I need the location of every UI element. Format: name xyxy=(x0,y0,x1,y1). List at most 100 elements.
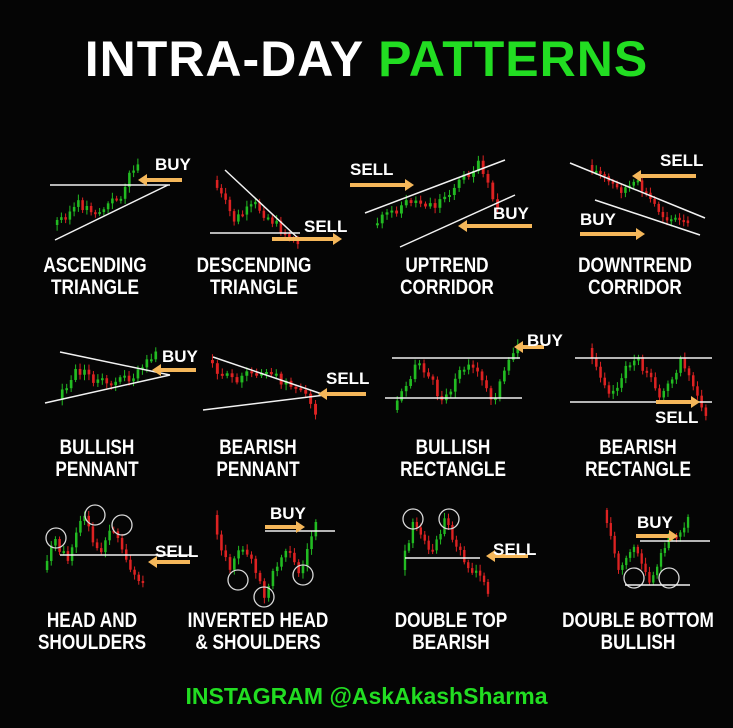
candle-body xyxy=(95,542,99,549)
label-line: BULLISH xyxy=(600,631,676,654)
candle-body xyxy=(45,560,49,570)
candle-body xyxy=(309,393,313,404)
highlight-circle xyxy=(658,567,680,589)
candle-body xyxy=(632,546,636,553)
label-line: CORRIDOR xyxy=(400,276,494,299)
label-double-bottom: DOUBLE BOTTOM BULLISH xyxy=(562,610,714,654)
candle-body xyxy=(228,557,232,570)
candle-body xyxy=(628,552,632,558)
highlight-circle xyxy=(84,504,106,526)
candle-body xyxy=(620,187,623,193)
candle-body xyxy=(481,160,485,174)
candle-body xyxy=(267,586,270,598)
candle-body xyxy=(485,380,488,389)
trend-line xyxy=(224,169,301,241)
candle-body xyxy=(471,364,475,368)
candle-body xyxy=(457,179,461,188)
candle-body xyxy=(616,387,619,391)
candle-body xyxy=(455,539,458,547)
candle-body xyxy=(628,365,632,368)
candle-body xyxy=(224,193,227,200)
candle-body xyxy=(704,407,708,416)
candle-body xyxy=(100,378,104,381)
candle-body xyxy=(683,357,687,369)
page-title: INTRA-DAY PATTERNS xyxy=(0,30,733,88)
candle-body xyxy=(615,183,619,188)
candle-body xyxy=(462,174,466,180)
candle-body xyxy=(271,217,274,224)
candle-body xyxy=(301,565,305,574)
label-line: ASCENDING xyxy=(43,254,147,277)
candle-body xyxy=(687,368,691,376)
candle-body xyxy=(658,388,661,398)
candle-body xyxy=(228,199,232,212)
candle-body xyxy=(427,540,430,550)
candle-body xyxy=(458,370,462,379)
candle-body xyxy=(380,214,384,224)
candle-body xyxy=(94,212,97,215)
signal-arrow-head xyxy=(669,530,678,542)
candle-body xyxy=(419,527,422,535)
candle-body xyxy=(305,549,309,566)
candle-body xyxy=(284,380,288,385)
trend-line xyxy=(212,356,326,396)
candle-body xyxy=(595,170,598,173)
signal-tag: SELL xyxy=(493,540,536,559)
candle-body xyxy=(613,535,616,554)
candle-body xyxy=(390,210,394,213)
candle-body xyxy=(611,181,615,184)
signal-arrow-head xyxy=(514,341,523,353)
label-line: BEARISH xyxy=(412,631,490,654)
candle-body xyxy=(145,359,149,368)
candle-body xyxy=(129,559,132,570)
candle-body xyxy=(266,217,270,220)
candle-body xyxy=(489,388,493,400)
candle-body xyxy=(275,566,279,571)
signal-tag: BUY xyxy=(162,347,199,366)
candle-body xyxy=(433,203,437,208)
candle-body xyxy=(480,371,484,381)
candle-body xyxy=(419,200,423,204)
candle-body xyxy=(220,373,224,376)
label-line: PENNANT xyxy=(216,458,300,481)
candle-body xyxy=(314,521,318,537)
signal-tag: BUY xyxy=(270,504,307,523)
candle-body xyxy=(603,377,607,386)
candle-body xyxy=(409,379,412,386)
candle-body xyxy=(87,515,90,527)
signal-arrow-head xyxy=(691,396,700,408)
label-downtrend-corridor: DOWNTREND CORRIDOR xyxy=(578,255,692,299)
candle-body xyxy=(400,205,403,214)
candle-body xyxy=(83,369,86,375)
candle-body xyxy=(453,378,457,392)
candle-body xyxy=(280,557,283,567)
signal-tag: SELL xyxy=(655,408,698,427)
candle-body xyxy=(683,527,686,533)
trend-line xyxy=(54,184,169,241)
candle-body xyxy=(467,174,471,177)
candle-body xyxy=(663,548,667,553)
highlight-circle xyxy=(402,508,424,530)
candle-body xyxy=(274,373,278,376)
candle-body xyxy=(644,563,647,573)
candle-body xyxy=(83,515,86,521)
candle-body xyxy=(414,200,418,203)
candle-body xyxy=(443,196,447,200)
signal-tag: BUY xyxy=(637,513,674,532)
label-line: RECTANGLE xyxy=(400,458,506,481)
candle-body xyxy=(294,386,298,389)
candle-body xyxy=(137,574,140,581)
label-bullish-rectangle: BULLISH RECTANGLE xyxy=(400,437,506,481)
highlight-circle xyxy=(438,508,460,530)
candle-body xyxy=(632,181,635,186)
candle-body xyxy=(511,353,515,360)
candle-body xyxy=(78,368,82,375)
candle-body xyxy=(250,554,253,559)
candle-body xyxy=(640,180,644,192)
candle-body xyxy=(304,389,308,394)
signal-arrow-head xyxy=(632,170,641,182)
signal-arrow-head xyxy=(486,550,495,562)
trend-line xyxy=(569,162,706,219)
candle-body xyxy=(467,364,470,370)
candle-body xyxy=(447,518,450,525)
